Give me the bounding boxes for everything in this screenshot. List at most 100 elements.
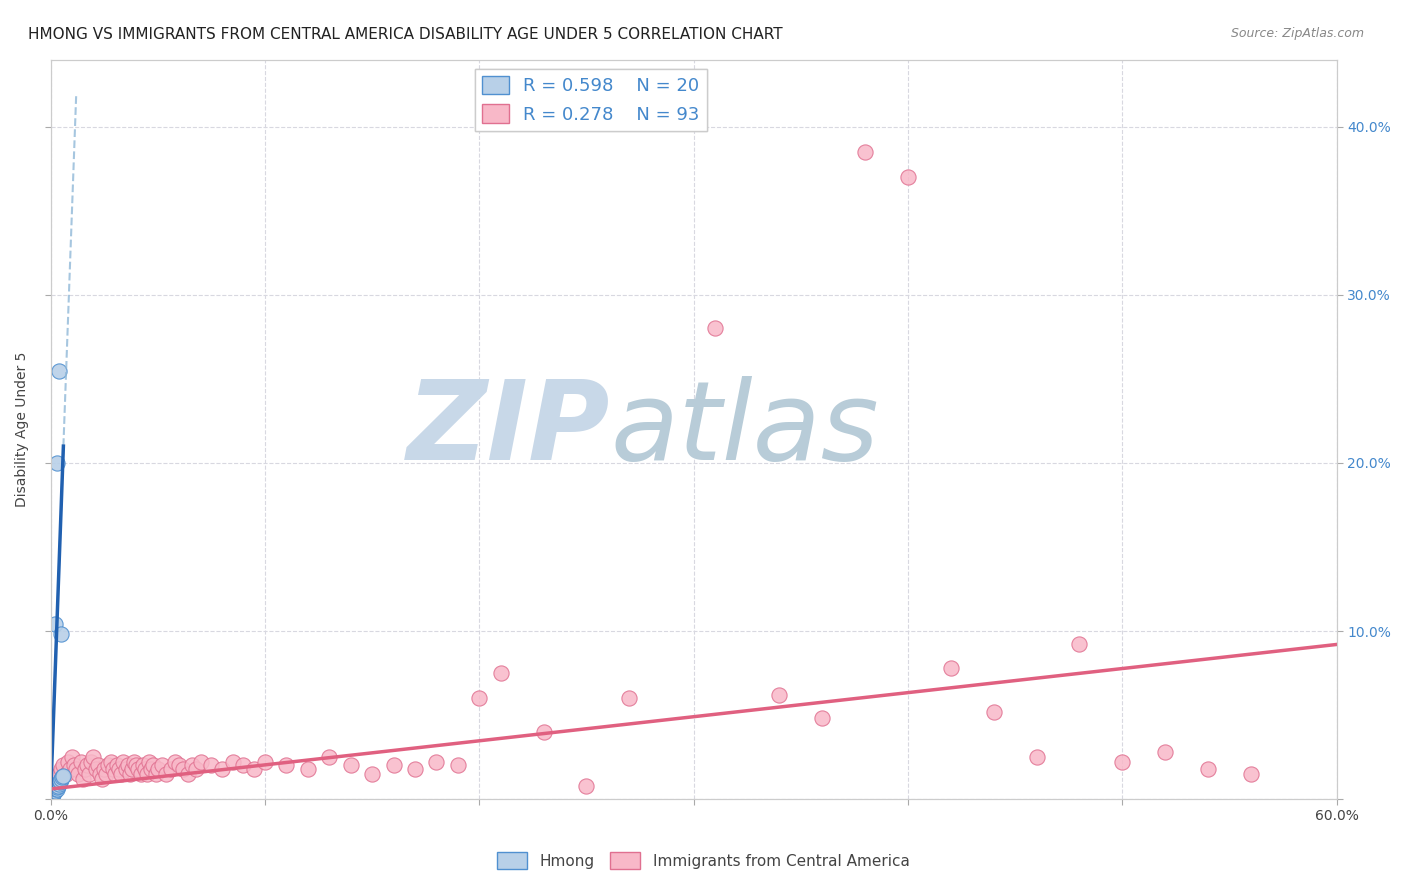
- Point: [134, 762, 156, 776]
- Point: [118, 767, 141, 781]
- Point: [112, 755, 135, 769]
- Point: [42, 787, 65, 801]
- Point: [276, 758, 298, 772]
- Point: [72, 772, 94, 786]
- Point: [339, 758, 361, 772]
- Point: [41, 775, 63, 789]
- Point: [100, 755, 122, 769]
- Point: [44, 779, 66, 793]
- Point: [46, 780, 69, 795]
- Point: [46, 456, 69, 470]
- Point: [77, 767, 100, 781]
- Point: [105, 758, 128, 772]
- Point: [853, 145, 876, 159]
- Point: [125, 758, 148, 772]
- Point: [619, 691, 641, 706]
- Text: atlas: atlas: [610, 376, 879, 483]
- Point: [404, 762, 426, 776]
- Point: [211, 762, 233, 776]
- Point: [44, 617, 66, 632]
- Point: [155, 767, 177, 781]
- Point: [243, 762, 266, 776]
- Point: [76, 758, 98, 772]
- Point: [361, 767, 384, 781]
- Point: [489, 666, 512, 681]
- Point: [48, 767, 70, 781]
- Point: [129, 767, 152, 781]
- Point: [63, 758, 86, 772]
- Point: [146, 762, 169, 776]
- Point: [49, 773, 72, 788]
- Point: [48, 363, 70, 377]
- Point: [145, 767, 167, 781]
- Point: [89, 767, 111, 781]
- Point: [768, 688, 790, 702]
- Point: [186, 762, 208, 776]
- Point: [253, 755, 276, 769]
- Point: [117, 758, 139, 772]
- Point: [121, 762, 143, 776]
- Point: [48, 775, 70, 789]
- Point: [939, 661, 962, 675]
- Point: [533, 724, 555, 739]
- Point: [65, 762, 87, 776]
- Point: [96, 767, 118, 781]
- Point: [1111, 755, 1133, 769]
- Text: Source: ZipAtlas.com: Source: ZipAtlas.com: [1230, 27, 1364, 40]
- Point: [44, 783, 66, 797]
- Point: [704, 321, 727, 335]
- Point: [59, 762, 82, 776]
- Text: ZIP: ZIP: [406, 376, 610, 483]
- Point: [1069, 637, 1091, 651]
- Point: [141, 762, 163, 776]
- Point: [93, 762, 115, 776]
- Point: [52, 758, 75, 772]
- Point: [318, 750, 340, 764]
- Point: [69, 755, 91, 769]
- Point: [73, 762, 96, 776]
- Point: [131, 758, 153, 772]
- Point: [468, 691, 491, 706]
- Point: [51, 770, 73, 784]
- Point: [575, 779, 598, 793]
- Point: [55, 767, 77, 781]
- Point: [222, 755, 245, 769]
- Point: [811, 711, 834, 725]
- Point: [86, 758, 108, 772]
- Point: [110, 767, 132, 781]
- Point: [177, 767, 200, 781]
- Y-axis label: Disability Age Under 5: Disability Age Under 5: [15, 351, 30, 507]
- Point: [1240, 767, 1263, 781]
- Point: [983, 705, 1005, 719]
- Point: [163, 755, 186, 769]
- Point: [136, 767, 159, 781]
- Point: [127, 762, 149, 776]
- Point: [122, 755, 145, 769]
- Point: [49, 772, 72, 786]
- Point: [67, 767, 90, 781]
- Point: [82, 750, 104, 764]
- Point: [45, 782, 67, 797]
- Point: [80, 755, 103, 769]
- Point: [44, 783, 66, 797]
- Point: [42, 785, 65, 799]
- Point: [51, 762, 73, 776]
- Point: [297, 762, 319, 776]
- Point: [114, 762, 136, 776]
- Point: [56, 755, 79, 769]
- Text: HMONG VS IMMIGRANTS FROM CENTRAL AMERICA DISABILITY AGE UNDER 5 CORRELATION CHAR: HMONG VS IMMIGRANTS FROM CENTRAL AMERICA…: [28, 27, 783, 42]
- Legend: R = 0.598    N = 20, R = 0.278    N = 93: R = 0.598 N = 20, R = 0.278 N = 93: [475, 69, 707, 131]
- Point: [48, 777, 70, 791]
- Point: [447, 758, 470, 772]
- Point: [104, 767, 127, 781]
- Point: [97, 758, 120, 772]
- Point: [91, 772, 114, 786]
- Point: [1154, 745, 1177, 759]
- Point: [101, 762, 124, 776]
- Point: [1197, 762, 1219, 776]
- Point: [46, 779, 69, 793]
- Point: [60, 750, 83, 764]
- Point: [52, 768, 75, 782]
- Point: [181, 758, 204, 772]
- Point: [45, 782, 67, 797]
